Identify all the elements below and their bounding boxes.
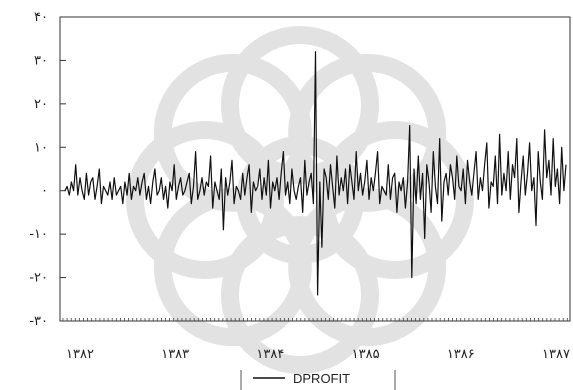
watermark-petal bbox=[153, 188, 312, 347]
watermark-petal bbox=[221, 26, 379, 184]
x-axis: ۱۳۸۲ ۱۳۸۳ ۱۳۸۴ ۱۳۸۵ ۱۳۸۶ ۱۳۸۷ bbox=[62, 318, 570, 362]
x-tick-label: ۱۳۸۶ bbox=[447, 347, 475, 362]
watermark-petal bbox=[126, 121, 284, 279]
y-tick-label: ۱۰ bbox=[34, 140, 48, 155]
series-layer bbox=[64, 51, 567, 296]
watermark-rosette bbox=[126, 26, 474, 374]
y-axis: ۴۰ ۳۰ ۲۰ ۱۰ ۰ -۱۰ -۲۰ -۳۰ bbox=[29, 10, 66, 329]
y-tick-label: ۰ bbox=[41, 184, 48, 199]
x-tick-label: ۱۳۸۵ bbox=[352, 347, 380, 362]
x-tick-label: ۱۳۸۲ bbox=[66, 347, 94, 362]
y-tick-label: -۳۰ bbox=[29, 314, 48, 329]
x-tick-label: ۱۳۸۴ bbox=[256, 347, 284, 362]
plot-frame bbox=[59, 16, 571, 322]
watermark-center bbox=[236, 136, 364, 264]
watermark-petal bbox=[288, 53, 447, 212]
y-tick-label: ۳۰ bbox=[34, 53, 48, 68]
y-tick-label: ۲۰ bbox=[34, 97, 48, 112]
x-tick-label: ۱۳۸۷ bbox=[542, 347, 570, 362]
legend-label-dprofit: DPROFIT bbox=[293, 371, 350, 386]
watermark-petal bbox=[153, 53, 312, 212]
y-tick-label: -۲۰ bbox=[29, 271, 48, 286]
series-line-dprofit bbox=[64, 51, 567, 296]
x-tick-label: ۱۳۸۳ bbox=[161, 347, 189, 362]
watermark-petal bbox=[288, 188, 447, 347]
y-tick-label: -۱۰ bbox=[29, 227, 48, 242]
y-tick-label: ۴۰ bbox=[34, 10, 48, 25]
watermark-petal bbox=[221, 216, 379, 374]
legend: DPROFIT bbox=[240, 370, 396, 390]
